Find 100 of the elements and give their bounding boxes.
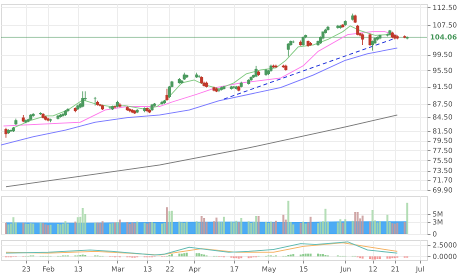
bar [235,220,238,234]
bar [42,223,44,234]
bar [215,218,218,234]
bar [114,222,116,234]
bar [4,222,7,234]
bar [168,211,170,234]
bar [27,224,30,234]
bar [118,220,121,234]
bar [369,222,372,234]
candlestick [361,33,364,46]
bar [300,222,302,234]
bar [116,222,118,234]
bar [200,216,203,234]
candlestick [165,88,168,102]
bar [218,222,220,234]
bar [151,222,154,234]
bar [272,222,274,234]
bar [50,224,52,234]
bar [30,223,32,234]
bar [230,222,232,234]
bar [342,222,344,234]
bar [302,222,304,234]
bar [404,222,406,234]
bar [320,222,322,234]
bar [267,222,270,234]
bar [265,222,268,234]
bar [128,224,131,234]
bar [238,222,240,234]
bar [386,214,388,234]
bar [146,224,148,234]
bar [270,222,272,234]
bar [108,224,111,234]
bar [111,223,114,234]
bar [222,216,225,234]
bar [24,224,27,234]
bar [94,222,96,234]
bar [203,218,206,234]
bar [287,200,290,234]
bar [74,222,76,234]
bar [76,217,79,234]
bar [12,217,14,234]
bar [96,222,99,234]
bar [376,222,378,234]
bar [32,224,34,234]
bar [396,222,398,234]
bar [213,221,215,234]
bar [160,224,163,234]
bar [64,221,66,234]
bar [378,221,381,234]
line-series [0,48,398,146]
bar [304,224,307,234]
bar [180,222,183,234]
bar [154,223,156,234]
bar [362,216,364,234]
candlestick [168,85,171,99]
candlestick [286,42,290,57]
bar [102,221,104,234]
bar [324,208,326,234]
bar [240,218,242,234]
bar [178,222,180,234]
bar [62,224,64,234]
bar [40,222,42,234]
bar [131,222,134,234]
bar [292,224,294,234]
bar [406,202,408,234]
bar [166,207,168,234]
bar [282,214,284,234]
candlestick [371,40,374,52]
bar [317,223,320,234]
candlestick [356,24,360,36]
bar [258,216,260,234]
line-series [5,114,398,188]
bar [163,222,166,234]
candlestick [368,33,372,46]
bar [248,221,250,234]
bar [56,224,59,234]
bar [232,222,235,234]
bar [134,223,136,234]
bar [183,222,186,234]
bar [47,225,50,234]
bar [352,220,354,234]
bar [136,222,138,234]
bar [22,222,24,234]
bar [394,224,396,234]
bar [44,224,47,234]
bar [255,216,258,234]
bar [391,223,394,234]
bar [198,222,200,234]
candlestick [81,90,84,108]
bar [148,222,151,234]
bar [99,223,102,234]
bar [344,219,346,234]
bar [206,222,208,234]
bar [66,224,69,234]
bar [274,220,277,234]
bar [250,222,252,234]
bar [82,208,84,234]
bar [354,212,356,234]
bar [356,212,359,234]
bar [336,222,339,234]
